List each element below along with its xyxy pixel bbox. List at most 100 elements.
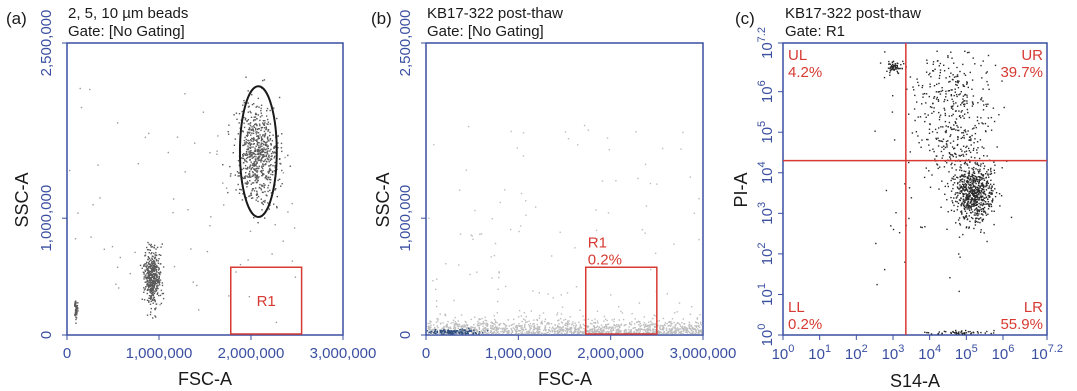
data-point: [944, 109, 946, 111]
data-point: [478, 331, 480, 333]
data-point: [232, 152, 234, 154]
data-point: [571, 323, 573, 326]
data-point: [151, 274, 153, 276]
data-point: [267, 136, 269, 138]
data-point: [263, 144, 265, 146]
data-point: [950, 332, 952, 334]
data-point: [267, 171, 269, 173]
data-point: [964, 332, 966, 334]
data-point: [939, 166, 941, 168]
data-point: [155, 248, 157, 250]
data-point: [979, 170, 981, 172]
data-point: [983, 167, 985, 170]
x-tick-label: 0: [63, 345, 71, 362]
data-point: [983, 200, 985, 202]
y-tick-label: 107.2: [756, 27, 776, 59]
data-point: [434, 326, 436, 329]
data-point: [247, 182, 249, 184]
data-point: [960, 330, 963, 332]
data-point: [974, 138, 976, 140]
data-point: [153, 244, 156, 247]
data-point: [151, 281, 153, 283]
data-point: [156, 287, 158, 289]
data-point: [957, 80, 959, 82]
data-point: [527, 330, 529, 333]
data-point: [963, 170, 965, 172]
data-point: [253, 153, 255, 155]
data-point: [959, 224, 962, 226]
data-point: [257, 144, 259, 146]
data-point: [246, 148, 248, 151]
data-point: [678, 331, 681, 333]
data-point: [629, 331, 631, 333]
x-tick-label: 0: [422, 345, 430, 362]
data-point: [971, 134, 973, 137]
data-point: [538, 317, 541, 319]
data-point: [255, 131, 257, 133]
data-point: [958, 110, 960, 112]
data-point: [266, 153, 269, 155]
data-point: [486, 322, 489, 325]
data-point: [143, 264, 145, 266]
data-point: [265, 176, 267, 178]
data-point: [934, 68, 936, 70]
data-point: [922, 93, 924, 95]
data-point: [532, 328, 535, 331]
data-point: [926, 62, 928, 64]
data-point: [445, 332, 447, 334]
data-point: [967, 186, 970, 188]
data-point: [976, 195, 978, 197]
data-point: [150, 279, 153, 282]
data-point: [938, 118, 941, 121]
data-point: [928, 144, 930, 146]
data-point: [954, 200, 957, 203]
data-point: [983, 197, 985, 199]
data-point: [153, 266, 156, 268]
data-point: [981, 198, 983, 201]
data-point: [895, 67, 898, 69]
data-point: [936, 131, 938, 134]
data-point: [892, 66, 895, 69]
data-point: [462, 326, 464, 328]
data-point: [427, 322, 429, 325]
data-point: [967, 200, 970, 203]
data-point: [971, 188, 973, 190]
data-point: [987, 103, 989, 105]
data-point: [506, 332, 509, 334]
data-point: [963, 185, 965, 187]
data-point: [975, 163, 977, 165]
data-point: [657, 324, 659, 327]
data-point: [151, 287, 153, 290]
data-point: [262, 79, 264, 82]
data-point: [980, 191, 983, 193]
data-point: [519, 325, 521, 327]
data-point: [961, 202, 963, 204]
data-point: [961, 150, 963, 152]
data-point: [251, 182, 254, 184]
data-point: [257, 159, 259, 161]
data-point: [579, 327, 581, 329]
data-point: [522, 132, 525, 134]
data-point: [254, 170, 257, 172]
data-point: [969, 71, 971, 74]
data-point: [250, 164, 252, 167]
data-point: [548, 330, 551, 332]
data-point: [636, 332, 638, 334]
panel-b-plot-frame: [425, 42, 704, 336]
data-point: [254, 176, 257, 179]
data-point: [75, 305, 77, 307]
data-point: [607, 330, 609, 333]
data-point: [971, 88, 973, 90]
data-point: [669, 330, 671, 332]
data-point: [143, 299, 146, 301]
data-point: [981, 183, 984, 186]
data-point: [944, 112, 946, 115]
data-point: [962, 84, 964, 86]
data-point: [661, 147, 664, 150]
data-point: [148, 297, 150, 299]
data-point: [438, 333, 441, 335]
data-point: [987, 117, 990, 119]
data-point: [959, 93, 961, 95]
data-point: [980, 182, 983, 185]
data-point: [963, 207, 965, 209]
